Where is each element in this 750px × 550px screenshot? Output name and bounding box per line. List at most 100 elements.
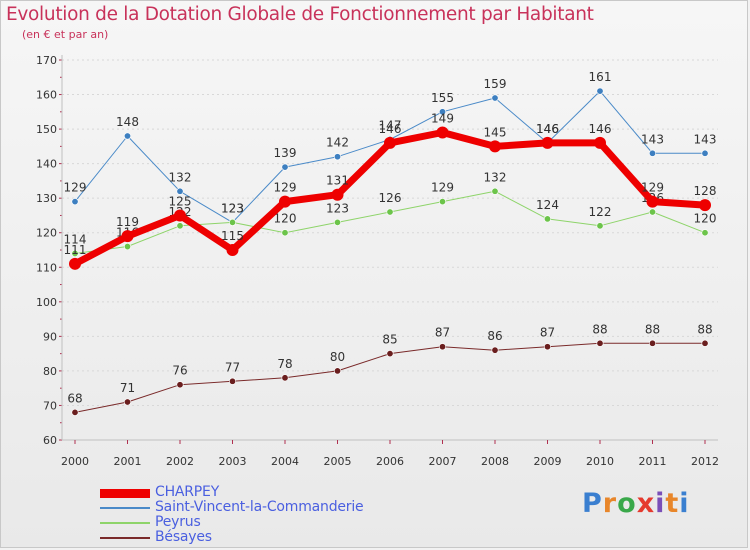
proxiti-logo: Proxiti <box>582 488 690 519</box>
data-point <box>279 195 291 208</box>
data-label: 125 <box>169 194 192 208</box>
data-point <box>333 367 341 375</box>
data-label: 114 <box>64 232 87 246</box>
y-tick-label: 70 <box>43 399 57 412</box>
x-tick-label: 2001 <box>114 455 142 468</box>
data-point <box>281 229 289 237</box>
data-label: 77 <box>225 360 240 374</box>
y-tick-label: 130 <box>36 192 57 205</box>
data-label: 146 <box>536 122 559 136</box>
y-tick-label: 110 <box>36 261 57 274</box>
data-label: 68 <box>67 391 82 405</box>
x-tick-label: 2008 <box>481 455 509 468</box>
data-label: 143 <box>641 132 664 146</box>
data-point <box>281 374 289 382</box>
chart-subtitle: (en € et par an) <box>22 28 109 41</box>
data-label: 159 <box>484 77 507 91</box>
data-label: 71 <box>120 381 135 395</box>
data-point <box>596 222 604 230</box>
data-point <box>701 149 709 157</box>
data-point <box>543 215 551 223</box>
legend-label: CHARPEY <box>155 484 220 500</box>
data-point <box>124 398 132 406</box>
data-point <box>69 257 81 270</box>
data-point <box>331 188 344 201</box>
data-label: 148 <box>116 115 139 129</box>
data-label: 145 <box>484 125 507 139</box>
x-tick-label: 2009 <box>534 455 562 468</box>
data-point <box>71 408 79 416</box>
data-point <box>491 346 499 354</box>
data-label: 132 <box>169 170 192 184</box>
data-label: 85 <box>382 333 397 347</box>
data-point <box>124 132 132 140</box>
data-point <box>384 136 396 149</box>
data-label: 87 <box>540 326 555 340</box>
logo-letter: x <box>636 488 656 519</box>
data-point <box>438 343 446 351</box>
series-saint-vincent-la-commanderie: 129 148 132 123 139 142 147 155 159 146 161 143 143 <box>64 70 717 226</box>
data-point <box>543 343 551 351</box>
data-point <box>646 195 659 208</box>
data-point <box>226 244 239 256</box>
data-label: 123 <box>221 201 244 215</box>
x-tick-label: 2007 <box>429 455 457 468</box>
data-point <box>648 208 656 216</box>
data-label: 120 <box>694 212 717 226</box>
y-tick-label: 60 <box>43 434 57 447</box>
x-tick-label: 2011 <box>639 455 667 468</box>
data-point <box>229 377 237 385</box>
data-point <box>71 198 79 206</box>
data-label: 161 <box>589 70 612 84</box>
data-point <box>436 126 449 139</box>
data-point <box>648 149 656 157</box>
data-label: 143 <box>694 132 717 146</box>
x-tick-label: 2004 <box>271 455 299 468</box>
x-tick-label: 2003 <box>219 455 247 468</box>
data-point <box>333 218 341 226</box>
data-point <box>701 339 709 347</box>
data-label: 155 <box>431 91 454 105</box>
y-tick-label: 150 <box>36 123 57 136</box>
x-tick-label: 2005 <box>324 455 352 468</box>
legend-label: Saint-Vincent-la-Commanderie <box>155 499 364 515</box>
x-tick-label: 2002 <box>166 455 194 468</box>
legend-swatch <box>100 507 150 509</box>
logo-letter: r <box>602 488 618 519</box>
data-label: 149 <box>431 112 454 126</box>
data-label: 122 <box>589 205 612 219</box>
legend-swatch <box>100 488 150 498</box>
data-point <box>648 339 656 347</box>
data-point <box>594 136 606 149</box>
data-label: 86 <box>487 329 502 343</box>
data-label: 111 <box>64 243 87 257</box>
data-point <box>596 87 604 95</box>
legend-label: Bésayes <box>155 529 212 545</box>
y-tick-label: 170 <box>36 54 57 67</box>
data-label: 76 <box>172 364 187 378</box>
data-label: 129 <box>641 181 664 195</box>
data-label: 88 <box>592 322 607 336</box>
data-point <box>701 229 709 237</box>
data-label: 128 <box>694 184 717 198</box>
series-besayes: 68 71 76 77 78 80 85 87 86 87 88 88 88 <box>67 322 713 416</box>
data-label: 126 <box>379 191 402 205</box>
data-label: 146 <box>536 122 559 136</box>
data-label: 119 <box>116 215 139 229</box>
data-point <box>438 108 446 116</box>
data-point <box>333 153 341 161</box>
data-label: 139 <box>274 146 297 160</box>
data-label: 146 <box>589 122 612 136</box>
data-label: 129 <box>431 181 454 195</box>
legend-swatch <box>100 522 150 524</box>
logo-letter: o <box>617 488 637 519</box>
data-label: 120 <box>274 212 297 226</box>
data-point <box>176 381 184 389</box>
data-point <box>121 230 134 243</box>
data-point <box>386 350 394 358</box>
chart-title: Evolution de la Dotation Globale de Fonc… <box>6 4 594 25</box>
data-point <box>491 187 499 195</box>
data-label: 78 <box>277 357 292 371</box>
data-label: 123 <box>221 201 244 215</box>
